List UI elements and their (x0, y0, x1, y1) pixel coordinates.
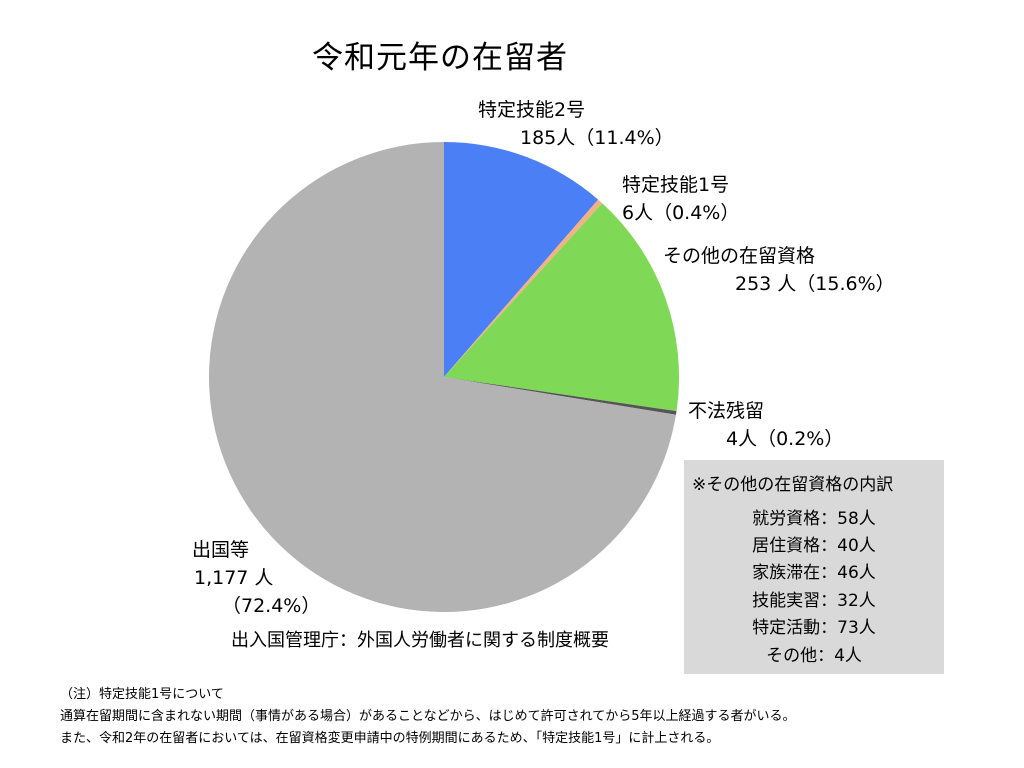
label-tokutei1-value: 6人（0.4%） (622, 202, 740, 224)
label-tokutei1-name: 特定技能1号 (622, 174, 730, 196)
breakdown-item: その他：4人 (766, 646, 862, 666)
pie-slice-4 (208, 142, 676, 612)
label-departed-value: 1,177 人 (194, 567, 274, 589)
source-text: 出入国管理庁：外国人労働者に関する制度概要 (231, 630, 609, 651)
label-tokutei2: 特定技能2号 185人（11.4%） (478, 96, 674, 152)
label-departed: 出国等 1,177 人 （72.4%） (192, 536, 320, 620)
label-tokutei1: 特定技能1号 6人（0.4%） (622, 171, 739, 227)
label-other-status-name: その他の在留資格 (663, 245, 816, 267)
note-line: 通算在留期間に含まれない期間（事情がある場合）があることなどから、はじめて許可さ… (60, 709, 796, 724)
breakdown-title: ※その他の在留資格の内訳 (692, 475, 894, 495)
breakdown-item: 就労資格：58人 (752, 509, 876, 529)
label-other-status-value: 253 人（15.6%） (735, 273, 895, 295)
pie-slice-1 (444, 199, 603, 377)
pie-slice-2 (444, 203, 679, 412)
chart-title: 令和元年の在留者 (312, 40, 568, 76)
label-illegal-stay-name: 不法残留 (688, 400, 765, 422)
pie-slice-0 (444, 142, 599, 377)
breakdown-item: 居住資格：40人 (752, 536, 876, 556)
label-departed-name: 出国等 (192, 539, 250, 561)
breakdown-item: 特定活動：73人 (752, 618, 876, 638)
pie-slice-3 (444, 377, 677, 415)
label-departed-percent: （72.4%） (222, 595, 321, 617)
label-illegal-stay: 不法残留 4人（0.2%） (688, 397, 843, 453)
breakdown-item: 技能実習：32人 (752, 591, 876, 611)
note-heading: （注）特定技能1号について (60, 687, 224, 702)
label-illegal-stay-value: 4人（0.2%） (726, 428, 844, 450)
label-tokutei2-name: 特定技能2号 (478, 99, 586, 121)
label-tokutei2-value: 185人（11.4%） (520, 127, 674, 149)
note-line: また、令和2年の在留者においては、在留資格変更申請中の特例期間にあるため、「特定… (60, 731, 720, 746)
breakdown-item: 家族滞在：46人 (752, 563, 876, 583)
breakdown-box: ※その他の在留資格の内訳 就労資格：58人 居住資格：40人 家族滞在：46人 … (684, 460, 944, 674)
label-other-status: その他の在留資格 253 人（15.6%） (663, 242, 895, 298)
